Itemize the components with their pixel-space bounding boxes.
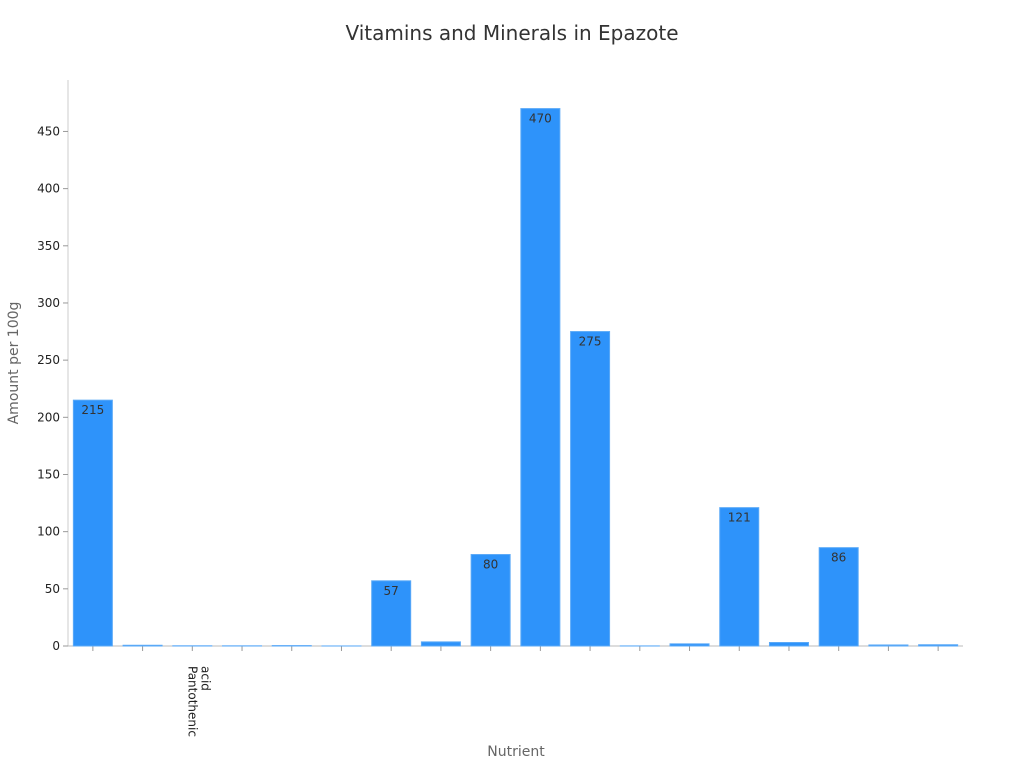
y-tick-label: 150 bbox=[37, 467, 60, 481]
y-tick-label: 400 bbox=[37, 182, 60, 196]
bar bbox=[72, 399, 113, 647]
x-tick-label-line: acid bbox=[198, 666, 212, 691]
bar bbox=[768, 642, 809, 647]
data-label: 470 bbox=[529, 112, 552, 126]
data-label: 80 bbox=[483, 558, 498, 572]
bar bbox=[420, 641, 461, 647]
y-tick-label: 450 bbox=[37, 124, 60, 138]
y-tick-label: 0 bbox=[52, 639, 60, 653]
bar bbox=[520, 108, 561, 647]
bar bbox=[818, 547, 859, 647]
y-tick-label: 350 bbox=[37, 239, 60, 253]
y-tick-label: 50 bbox=[45, 582, 60, 596]
data-label: 275 bbox=[579, 335, 602, 349]
data-label: 121 bbox=[728, 511, 751, 525]
y-axis-title: Amount per 100g bbox=[6, 302, 22, 425]
y-tick-label: 250 bbox=[37, 353, 60, 367]
y-tick-label: 100 bbox=[37, 525, 60, 539]
bar bbox=[122, 644, 163, 647]
y-tick-label: 200 bbox=[37, 410, 60, 424]
bar bbox=[719, 507, 760, 647]
bar bbox=[371, 580, 412, 647]
bar bbox=[669, 643, 710, 647]
x-tick-label-line: Pantothenic bbox=[185, 666, 199, 737]
bar bbox=[918, 644, 959, 647]
chart-title: Vitamins and Minerals in Epazote bbox=[345, 21, 678, 45]
bar bbox=[570, 331, 611, 647]
data-label: 57 bbox=[384, 584, 399, 598]
data-label: 86 bbox=[831, 551, 846, 565]
bar bbox=[470, 554, 511, 647]
x-tick-label: Pantothenicacid bbox=[185, 666, 212, 737]
bar bbox=[868, 644, 909, 647]
y-tick-label: 300 bbox=[37, 296, 60, 310]
x-axis-title: Nutrient bbox=[487, 744, 545, 760]
data-label: 215 bbox=[81, 403, 104, 417]
